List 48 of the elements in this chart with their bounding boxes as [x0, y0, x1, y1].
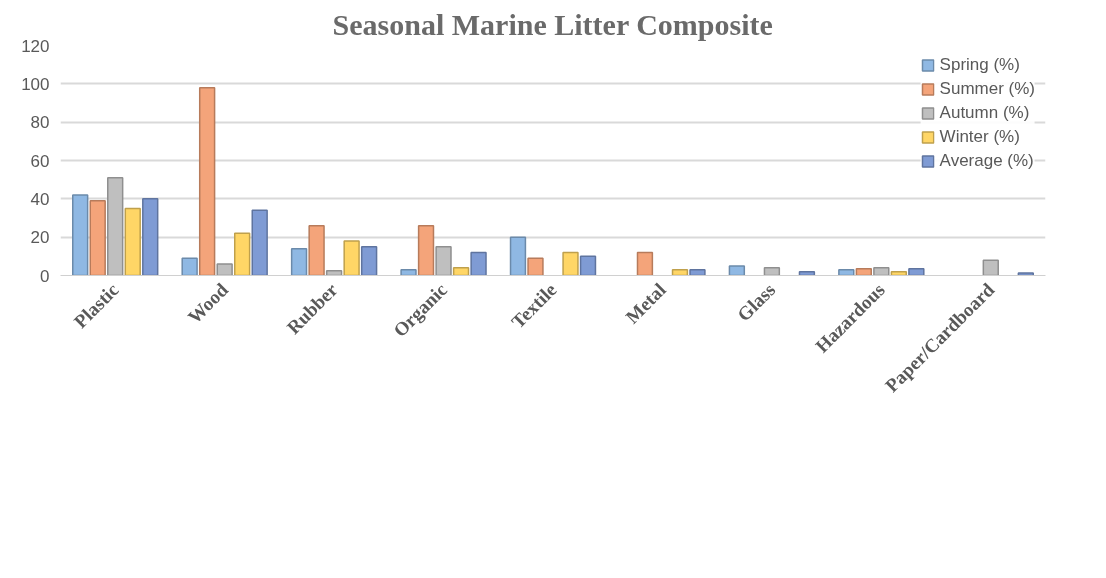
bar — [855, 268, 873, 276]
bar — [308, 224, 325, 276]
bar — [400, 269, 417, 276]
bar — [873, 267, 890, 276]
bar — [181, 257, 198, 276]
bar — [838, 269, 855, 276]
bar — [89, 200, 106, 276]
bar — [527, 257, 544, 276]
bar — [763, 267, 781, 276]
bar — [636, 251, 654, 276]
bar — [579, 255, 597, 276]
bar — [728, 265, 746, 276]
bar — [671, 269, 689, 276]
bar — [689, 269, 706, 276]
y-tick-label: 0 — [40, 266, 50, 286]
bar — [982, 259, 999, 276]
bar — [216, 263, 233, 276]
bar — [1017, 272, 1034, 276]
y-tick-label: 120 — [21, 36, 50, 56]
bar — [452, 267, 470, 276]
bar — [198, 86, 216, 276]
bar — [290, 247, 308, 276]
y-tick-label: 100 — [21, 74, 50, 94]
y-tick-label: 20 — [30, 228, 50, 248]
bar — [562, 251, 579, 276]
bar — [908, 268, 925, 276]
y-tick-label: 80 — [30, 113, 50, 133]
bar — [435, 246, 452, 276]
bar — [233, 232, 251, 276]
y-tick-label: 60 — [30, 151, 50, 171]
legend-label: Winter (%) — [939, 127, 1020, 147]
bar — [142, 198, 159, 276]
bar — [509, 236, 527, 276]
bar — [251, 209, 268, 276]
bar — [72, 194, 89, 276]
legend-label: Autumn (%) — [939, 103, 1030, 123]
bar — [107, 177, 124, 276]
bar — [325, 269, 343, 276]
y-tick-label: 40 — [30, 189, 50, 209]
bar — [360, 246, 378, 276]
bar — [343, 240, 360, 276]
bar — [124, 207, 141, 276]
legend-label: Spring (%) — [939, 55, 1020, 75]
legend-label: Average (%) — [939, 151, 1034, 171]
legend-label: Summer (%) — [939, 79, 1035, 99]
chart-title: Seasonal Marine Litter Composite — [332, 7, 773, 41]
bar — [417, 224, 435, 276]
bar — [470, 251, 487, 276]
